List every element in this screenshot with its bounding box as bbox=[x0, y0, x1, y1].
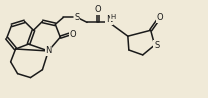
Text: S: S bbox=[74, 13, 79, 22]
Text: S: S bbox=[154, 41, 159, 50]
Text: N: N bbox=[45, 46, 52, 55]
Text: H: H bbox=[110, 14, 116, 20]
Text: N: N bbox=[106, 15, 112, 24]
Text: O: O bbox=[156, 13, 163, 22]
Text: O: O bbox=[70, 30, 77, 39]
Text: O: O bbox=[95, 5, 101, 14]
